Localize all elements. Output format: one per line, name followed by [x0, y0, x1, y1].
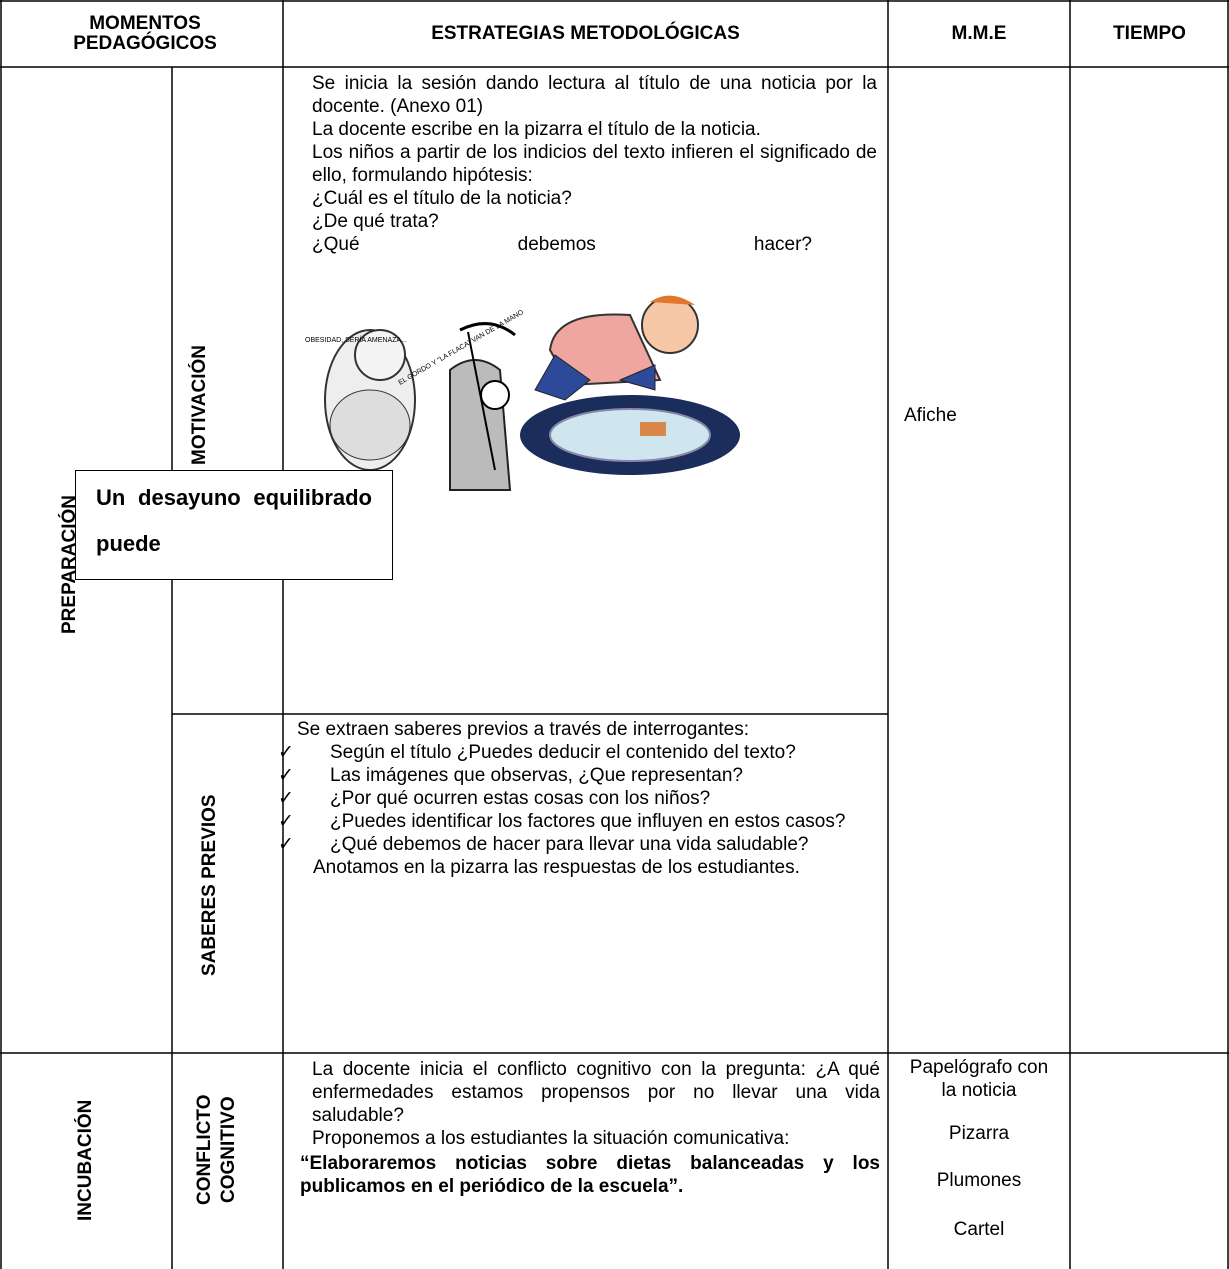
text-line: Se inicia la sesión dando lectura al tít… [312, 73, 877, 117]
text-line: ¿De qué trata? [312, 211, 439, 232]
intro: Se extraen saberes previos a través de i… [297, 719, 750, 740]
question: Según el título ¿Puedes deducir el conte… [278, 741, 878, 764]
notice-box: Un desayuno equilibrado puede [75, 470, 393, 580]
material: Cartel [953, 1219, 1005, 1240]
header-estrategias: ESTRATEGIAS METODOLÓGICAS [431, 23, 740, 44]
question: ¿Qué debemos de hacer para llevar una vi… [278, 833, 878, 856]
material: Afiche [904, 405, 957, 426]
text-line: La docente inicia el conflicto cognitivo… [312, 1059, 880, 1126]
question: ¿Por qué ocurren estas cosas con los niñ… [278, 787, 878, 810]
text-line: La docente escribe en la pizarra el títu… [312, 119, 761, 140]
saberes-text: Se extraen saberes previos a través de i… [278, 718, 878, 879]
text-line: Proponemos a los estudiantes la situació… [312, 1128, 790, 1149]
material: Pizarra [948, 1123, 1010, 1144]
motivation-text: Se inicia la sesión dando lectura al tít… [312, 72, 877, 256]
material: Plumones [936, 1170, 1022, 1191]
header-tiempo: TIEMPO [1113, 23, 1186, 44]
step-label: SABERES PREVIOS [199, 794, 220, 976]
conflicto-text: La docente inicia el conflicto cognitivo… [300, 1058, 880, 1198]
text-line: Los niños a partir de los indicios del t… [312, 142, 877, 186]
text-line: ¿Qué debemos hacer? [312, 234, 812, 255]
question: Las imágenes que observas, ¿Que represen… [278, 764, 878, 787]
header-momentos: MOMENTOS PEDAGÓGICOS [73, 13, 217, 54]
step-label: CONFLICTO COGNITIVO [194, 1094, 239, 1206]
question: ¿Puedes identificar los factores que inf… [278, 810, 878, 833]
header-mme: M.M.E [951, 23, 1007, 44]
cartoon: OBESIDAD, SERÍA AMENAZA... EL GORDO Y "L… [305, 295, 740, 491]
materials-list: Papelógrafo con la noticia Pizarra Plumo… [888, 1056, 1070, 1241]
cartoon-caption: OBESIDAD, SERÍA AMENAZA... [305, 335, 407, 344]
highlight: “Elaboraremos noticias sobre dietas bala… [300, 1153, 880, 1197]
text-line: ¿Cuál es el título de la noticia? [312, 188, 572, 209]
material: Papelógrafo con la noticia [909, 1057, 1049, 1101]
closing: Anotamos en la pizarra las respuestas de… [313, 857, 800, 878]
moment-label: INCUBACIÓN [75, 1099, 96, 1221]
